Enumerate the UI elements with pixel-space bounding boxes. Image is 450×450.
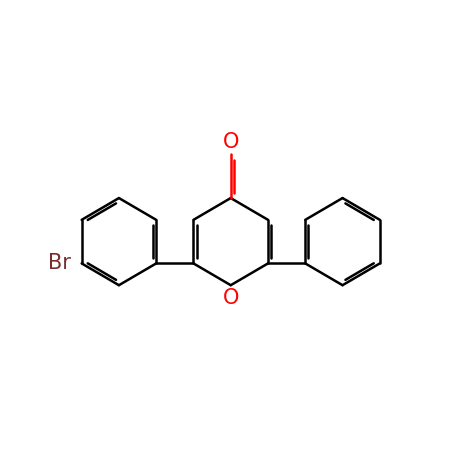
- Text: Br: Br: [49, 253, 72, 274]
- Text: O: O: [223, 288, 239, 308]
- Text: O: O: [223, 132, 239, 152]
